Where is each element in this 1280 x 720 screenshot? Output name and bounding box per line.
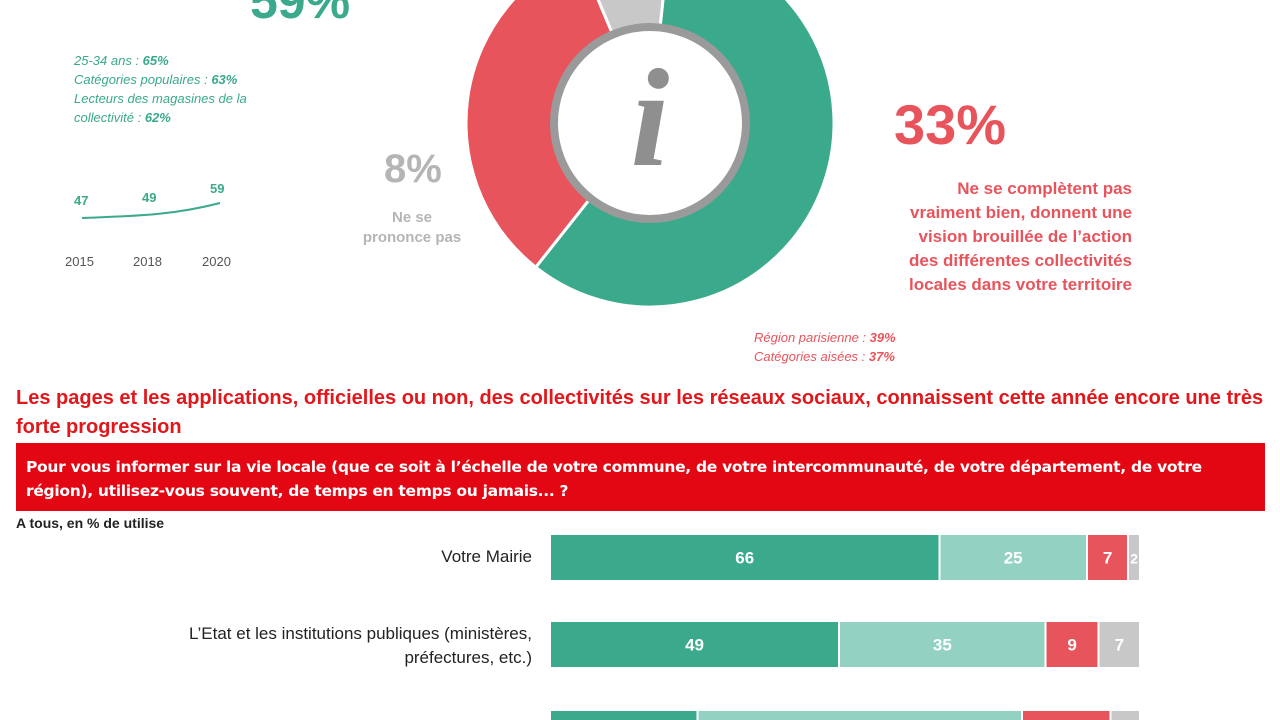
bar-value-label: 66 [735, 549, 754, 568]
no-opinion-label-line: prononce pas [362, 229, 462, 246]
complement-no-line: vision brouillée de l’action [918, 227, 1133, 246]
bar-segment-2 [1046, 622, 1098, 667]
no-opinion-label-line: Ne se [391, 209, 433, 226]
segment-line: Catégories populaires : 63% [74, 72, 238, 87]
donut-chart: i [464, 0, 836, 309]
trend-year: 2018 [133, 254, 162, 269]
bar-segment-1 [698, 711, 1021, 720]
info-ring [550, 23, 750, 223]
red-segments: Région parisienne : 39% Catégories aisée… [754, 328, 896, 366]
bar-value-label: 25 [1004, 549, 1023, 568]
bar-segment-3 [1129, 535, 1139, 580]
segment-line: collectivité : 62% [74, 110, 171, 125]
complement-no-line: vraiment bien, donnent une [910, 203, 1132, 222]
complement-no-line: Ne se complètent pas [957, 179, 1132, 198]
main-percentage: 59% [250, 0, 351, 29]
bar-value-label: 49 [685, 636, 704, 655]
no-opinion-percentage: 8% [384, 147, 442, 191]
trend-value: 49 [142, 190, 157, 205]
bar-segment-2 [1023, 711, 1110, 720]
bar-segment-0 [551, 535, 939, 580]
question-text: Pour vous informer sur la vie locale (qu… [26, 458, 1202, 500]
no-opinion-label: Ne se prononce pas [352, 208, 472, 248]
bar-segment-1 [840, 622, 1045, 667]
base-note: A tous, en % de utilise [16, 515, 165, 531]
green-segments: 25-34 ans : 65% Catégories populaires : … [74, 51, 247, 127]
trend-year: 2020 [202, 254, 231, 269]
segment-line: 25-34 ans : 65% [74, 53, 169, 68]
segment-line: Lecteurs des magasines de la [74, 91, 247, 106]
bar-segment-3 [1111, 711, 1139, 720]
complement-no-percentage: 33% [894, 93, 1007, 156]
question-banner [16, 443, 1265, 511]
headline: Les pages et les applications, officiell… [16, 387, 1264, 438]
trend-year: 2015 [65, 254, 94, 269]
complement-no-label: Ne se complètent pas vraiment bien, donn… [840, 177, 1132, 297]
bar-segment-2 [1087, 535, 1128, 580]
trend-line [81, 202, 221, 219]
bar-value-label: 7 [1103, 549, 1112, 568]
bar-segment-1 [940, 535, 1086, 580]
bar-value-label: 35 [933, 636, 952, 655]
trend-value: 59 [210, 181, 225, 196]
bar-value-label: 9 [1067, 636, 1076, 655]
complement-no-line: des différentes collectivités [909, 251, 1132, 270]
trend-sparkline [81, 202, 221, 219]
segment-line: Région parisienne : 39% [754, 330, 896, 345]
bar-segment-0 [551, 711, 697, 720]
segment-line: Catégories aisées : 37% [754, 349, 895, 364]
complement-no-line: locales dans votre territoire [909, 275, 1132, 294]
info-icon: i [631, 41, 670, 196]
trend-value: 47 [74, 193, 89, 208]
bar-value-label: 2 [1130, 551, 1138, 567]
bar-category-label: L’Etat et les institutions publiques (mi… [188, 624, 532, 667]
bar-category-label: Votre Mairie [441, 547, 532, 566]
bar-segment-3 [1099, 622, 1139, 667]
bar-value-label: 7 [1115, 636, 1124, 655]
bar-segment-0 [551, 622, 839, 667]
